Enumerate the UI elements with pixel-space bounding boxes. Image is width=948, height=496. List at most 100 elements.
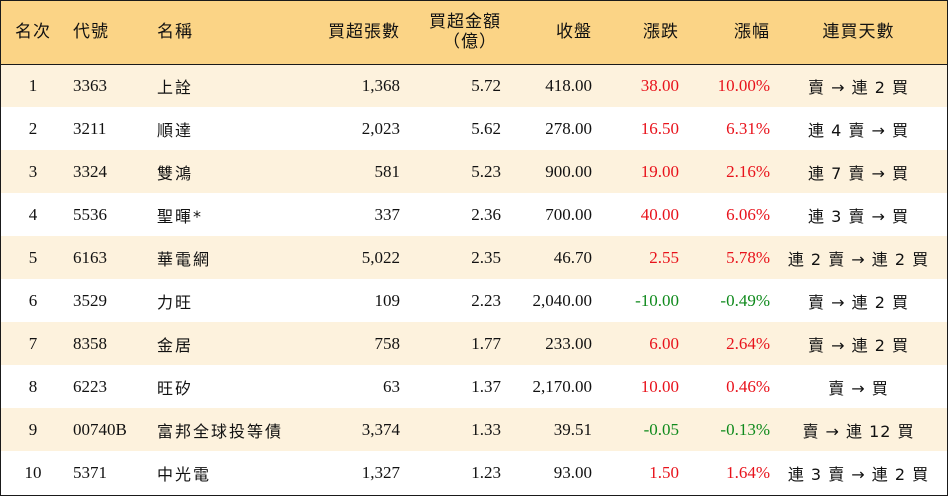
cell-buy-lots: 109 [374,290,401,310]
cell-streak: 連 3 賣 → 連 2 買 [787,464,930,484]
table-row: 1 3363 上詮 1,368 5.72 418.00 38.00 10.00% 賣 → 連 2… [1,64,947,107]
cell-change: 2.55 [649,247,679,267]
cell-change: 40.00 [640,204,679,224]
cell-close: 418.00 [545,75,592,95]
cell-change: 19.00 [640,161,679,181]
cell-change: -10.00 [635,290,679,310]
cell-buy-amount: 1.23 [471,462,501,482]
cell-code: 3211 [73,118,107,138]
cell-code: 3363 [73,75,107,95]
cell-buy-amount: 2.23 [471,290,501,310]
header-buy-amount-unit: （億） [443,32,497,53]
cell-buy-amount: 2.35 [471,247,501,267]
cell-rank: 1 [28,75,38,95]
cell-change: 1.50 [649,462,679,482]
header-close: 收盤 [501,1,592,65]
cell-buy-lots: 758 [374,333,401,353]
cell-close: 2,170.00 [532,376,593,396]
cell-rank: 5 [28,247,38,267]
cell-rank: 10 [24,462,42,482]
table-header-row: 名次 代號 名稱 買超張數 買超金額 （億） 收盤 漲跌 漲幅 連買天數 [1,1,947,65]
table-row: 2 3211 順達 2,023 5.62 278.00 16.50 6.31% 連 4 賣 → … [1,107,947,150]
cell-buy-lots: 581 [374,161,401,181]
cell-name: 上詮 [157,77,194,97]
cell-change-pct: -0.49% [720,290,770,310]
header-buy-lots: 買超張數 [272,1,400,65]
cell-streak: 連 3 賣 → 買 [808,206,909,226]
cell-buy-lots: 1,368 [361,75,400,95]
cell-close: 278.00 [545,118,592,138]
cell-rank: 8 [28,376,38,396]
cell-change-pct: 2.16% [726,161,770,181]
cell-code: 00740B [73,419,127,439]
table-row: 7 8358 金居 758 1.77 233.00 6.00 2.64% 賣 → 連 2 買 [1,322,947,365]
cell-name: 華電網 [157,249,212,269]
header-name: 名稱 [147,1,272,65]
cell-change-pct: 10.00% [717,75,770,95]
cell-name: 順達 [157,120,194,140]
cell-change: 6.00 [649,333,679,353]
cell-buy-amount: 1.33 [471,419,501,439]
cell-close: 93.00 [553,462,592,482]
table-row: 4 5536 聖暉* 337 2.36 700.00 40.00 6.06% 連 3 賣 → 買 [1,193,947,236]
cell-name: 聖暉* [157,206,204,226]
table-row: 6 3529 力旺 109 2.23 2,040.00 -10.00 -0.49% 賣 → 連 … [1,279,947,322]
cell-code: 6163 [73,247,107,267]
cell-close: 700.00 [545,204,592,224]
cell-change: 38.00 [640,75,679,95]
header-streak: 連買天數 [770,1,947,65]
cell-buy-amount: 1.77 [471,333,501,353]
table-row: 9 00740B 富邦全球投等債 3,374 1.33 39.51 -0.05 -0.13% 賣… [1,408,947,451]
cell-streak: 連 4 賣 → 買 [808,120,909,140]
cell-streak: 連 7 賣 → 買 [808,163,909,183]
cell-change-pct: 1.64% [726,462,770,482]
cell-change-pct: 2.64% [726,333,770,353]
cell-change-pct: 6.06% [726,204,770,224]
cell-buy-amount: 5.62 [471,118,501,138]
cell-rank: 4 [28,204,38,224]
cell-name: 力旺 [157,292,194,312]
header-buy-amount-title: 買超金額 [429,12,501,33]
cell-change: -0.05 [643,419,679,439]
cell-buy-lots: 337 [374,204,401,224]
cell-close: 233.00 [545,333,592,353]
cell-buy-lots: 63 [383,376,400,396]
cell-change-pct: 6.31% [726,118,770,138]
cell-close: 46.70 [553,247,592,267]
cell-name: 中光電 [157,464,212,484]
cell-change-pct: 5.78% [726,247,770,267]
cell-buy-amount: 5.23 [471,161,501,181]
cell-buy-amount: 1.37 [471,376,501,396]
cell-buy-lots: 5,022 [361,247,400,267]
cell-buy-lots: 2,023 [361,118,400,138]
cell-buy-amount: 5.72 [471,75,501,95]
cell-change: 10.00 [640,376,679,396]
cell-streak: 賣 → 買 [828,378,889,398]
cell-rank: 2 [28,118,38,138]
header-change: 漲跌 [592,1,679,65]
cell-close: 39.51 [553,419,592,439]
cell-close: 900.00 [545,161,592,181]
cell-code: 3324 [73,161,107,181]
cell-streak: 賣 → 連 2 買 [808,77,909,97]
cell-rank: 9 [28,419,38,439]
header-change-pct: 漲幅 [679,1,770,65]
cell-rank: 7 [28,333,38,353]
header-code: 代號 [65,1,147,65]
cell-streak: 賣 → 連 2 買 [808,292,909,312]
cell-change: 16.50 [640,118,679,138]
cell-streak: 連 2 賣 → 連 2 買 [787,249,930,269]
cell-change-pct: -0.13% [720,419,770,439]
cell-streak: 賣 → 連 12 買 [802,421,915,441]
cell-code: 5536 [73,204,107,224]
cell-buy-amount: 2.36 [471,204,501,224]
table-row: 5 6163 華電網 5,022 2.35 46.70 2.55 5.78% 連 2 賣 → 連… [1,236,947,279]
cell-close: 2,040.00 [532,290,593,310]
cell-rank: 6 [28,290,38,310]
cell-name: 富邦全球投等債 [157,421,284,441]
cell-rank: 3 [28,161,38,181]
cell-code: 5371 [73,462,107,482]
cell-streak: 賣 → 連 2 買 [808,335,909,355]
